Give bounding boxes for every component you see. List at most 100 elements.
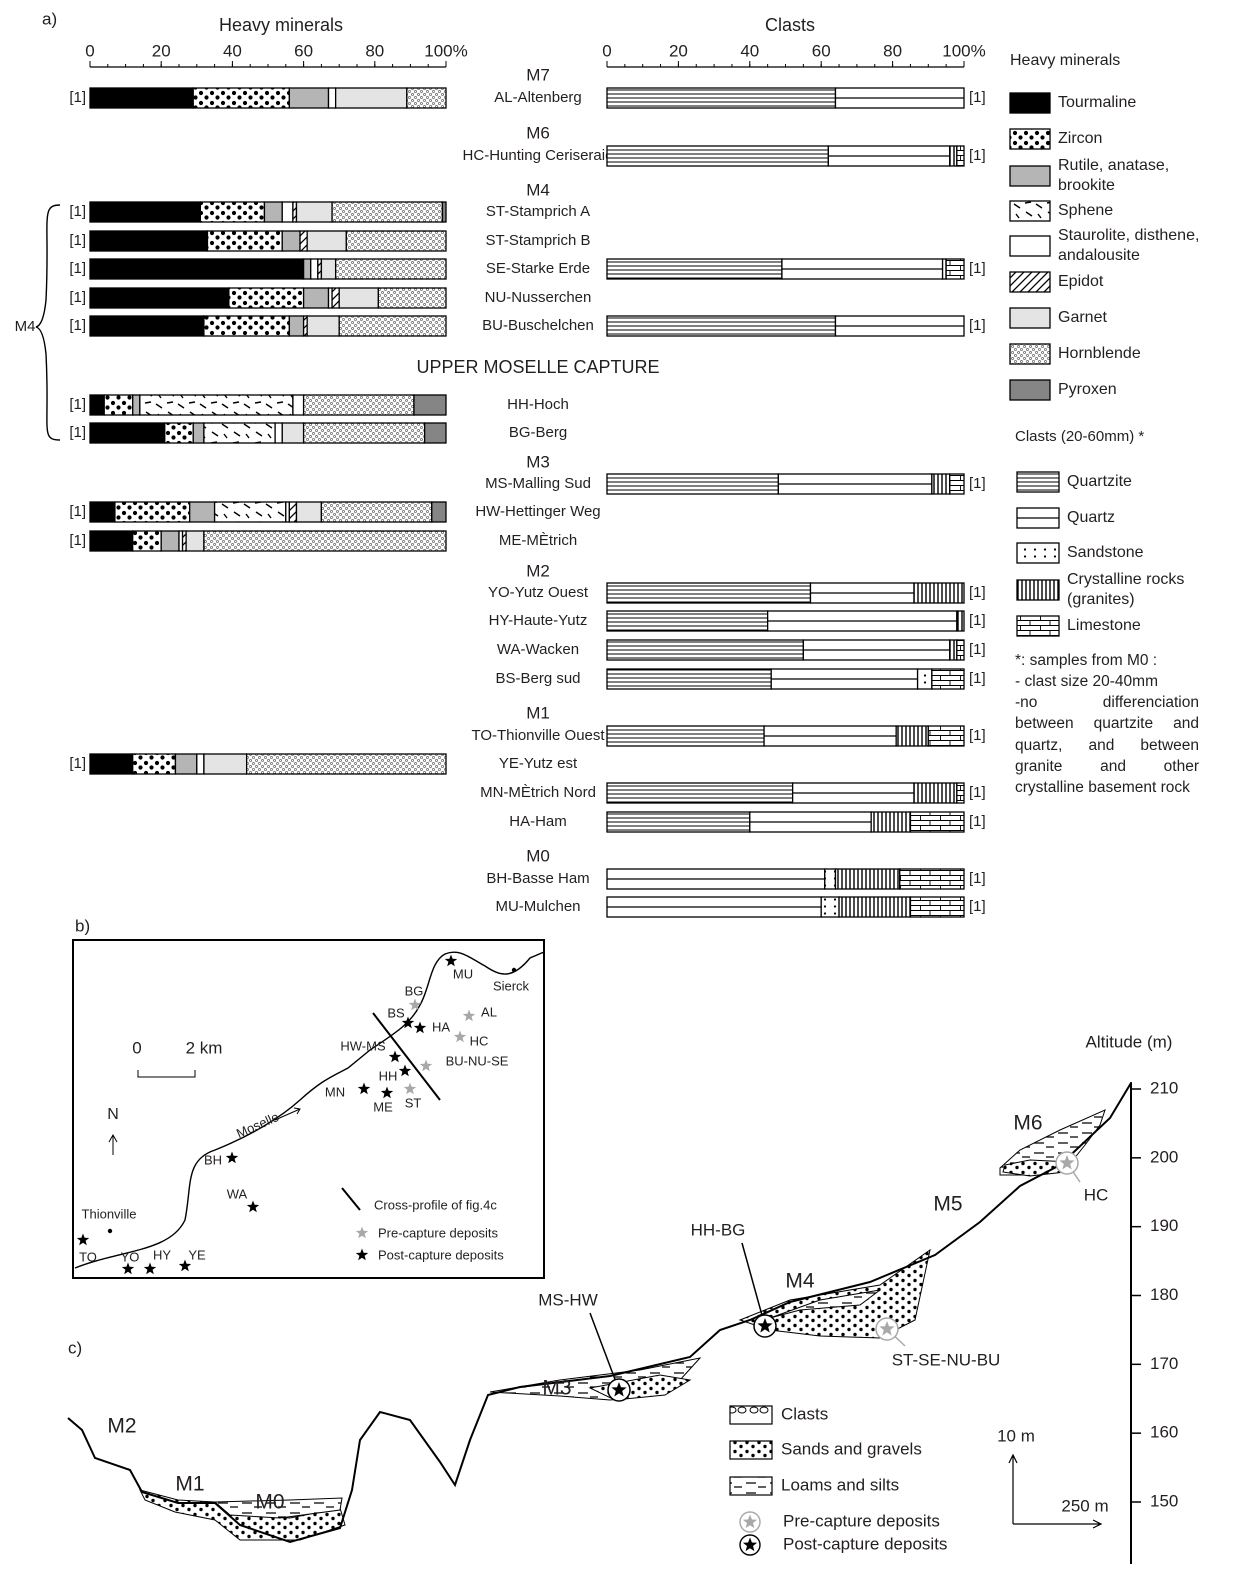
site-label: WA (227, 1186, 248, 1201)
bar-segment (90, 502, 115, 522)
bar-segment (414, 395, 446, 415)
site-marker (445, 955, 457, 967)
reference: [1] (969, 898, 986, 915)
reference: [1] (969, 89, 986, 106)
bar-segment (321, 502, 431, 522)
sample-label: YE-Yutz est (499, 755, 578, 772)
site-label: MN (325, 1084, 345, 1099)
bar-segment (896, 726, 928, 746)
bar-segment (332, 288, 339, 308)
y-tick-label: 150 (1150, 1491, 1178, 1510)
bar-segment (442, 202, 446, 222)
bar-segment (332, 202, 442, 222)
y-tick-label: 180 (1150, 1285, 1178, 1304)
group-label: M0 (526, 846, 550, 865)
bar-segment (932, 474, 950, 494)
x-tick-label: 40 (223, 41, 242, 60)
legend-title: Clasts (20-60mm) * (1015, 427, 1144, 447)
reference: [1] (69, 755, 86, 772)
bar-segment (311, 259, 318, 279)
x-tick-label: 80 (883, 41, 902, 60)
group-label: M7 (526, 65, 550, 84)
site-marker (144, 1263, 156, 1275)
site-label: ME (373, 1099, 393, 1114)
bar-segment (293, 395, 304, 415)
scale-label: 250 m (1061, 1496, 1108, 1515)
bar-segment (193, 423, 204, 443)
site-label: BH (204, 1152, 222, 1167)
bar-segment (607, 316, 835, 336)
site-label: AL (481, 1004, 497, 1019)
bar-segment (607, 474, 778, 494)
bar-segment (296, 502, 321, 522)
bar-segment (607, 783, 793, 803)
reference: [1] (969, 260, 986, 277)
legend-label: Loams and silts (781, 1475, 899, 1494)
bar-segment (90, 754, 133, 774)
sample-label: ST-Stamprich A (486, 203, 590, 220)
sample-label: WA-Wacken (497, 641, 579, 658)
bar-segment (950, 474, 964, 494)
bar-segment (275, 423, 282, 443)
sample-label: AL-Altenberg (494, 89, 582, 106)
sample-label: SE-Starke Erde (486, 260, 590, 277)
reference: [1] (69, 424, 86, 441)
x-tick-label: 20 (669, 41, 688, 60)
legend-swatch (1010, 201, 1050, 221)
x-tick-label: 100% (424, 41, 467, 60)
legend-label: Cross-profile of fig.4c (374, 1197, 497, 1212)
legend-label: Pre-capture deposits (783, 1511, 940, 1530)
site-marker (463, 1010, 475, 1022)
bar-segment (957, 640, 964, 660)
site-label: BG (405, 983, 424, 998)
bar-segment (918, 669, 932, 689)
panel-label: c) (68, 1338, 82, 1357)
legend-label: Staurolite, disthene, andalousite (1058, 226, 1228, 266)
page: a) Heavy minerals Clasts UPPER MOSELLE C… (0, 0, 1236, 1596)
reference: [1] (69, 203, 86, 220)
bar-segment (304, 395, 414, 415)
bar-segment (839, 897, 910, 917)
bar-segment (607, 640, 803, 660)
bar-segment (914, 783, 957, 803)
legend-swatch (1010, 166, 1050, 186)
terrace-label: M0 (255, 1491, 284, 1514)
bar-segment (204, 754, 247, 774)
site-marker (381, 1087, 393, 1099)
bar-segment (197, 754, 204, 774)
bar-segment (304, 259, 311, 279)
chart-title: Heavy minerals (219, 15, 343, 35)
sample-label: BG-Berg (509, 424, 567, 441)
bar-segment (307, 231, 346, 251)
legend-swatch (1010, 129, 1050, 149)
bar-segment (339, 288, 378, 308)
site-marker (409, 999, 421, 1011)
y-tick-label: 160 (1150, 1423, 1178, 1442)
north-label: N (107, 1106, 119, 1123)
legend-label: Sphene (1058, 201, 1228, 221)
reference: [1] (969, 147, 986, 164)
legend-marker (356, 1249, 368, 1261)
site-label: MS-HW (538, 1290, 597, 1309)
site-marker (226, 1152, 238, 1164)
bar-segment (900, 869, 964, 889)
bar-segment (304, 423, 425, 443)
site-label: BU-NU-SE (446, 1053, 509, 1068)
legend-title: Heavy minerals (1010, 51, 1120, 71)
town-dot (512, 968, 516, 972)
reference: [1] (969, 727, 986, 744)
terrace-label: M3 (542, 1377, 571, 1400)
bar-segment (910, 812, 964, 832)
terrain-profile (68, 1083, 1131, 1542)
chart-title: Clasts (765, 15, 815, 35)
legend-label: Limestone (1067, 616, 1217, 636)
bar-segment (946, 259, 964, 279)
bar-segment (821, 897, 839, 917)
site-label: HY (153, 1247, 171, 1262)
reference: [1] (969, 870, 986, 887)
bar-segment (90, 531, 133, 551)
legend-label: Sandstone (1067, 543, 1217, 563)
bar-segment (378, 288, 446, 308)
note-item: - clast size 20-40mm (1015, 671, 1199, 692)
legend-swatch (1010, 236, 1050, 256)
